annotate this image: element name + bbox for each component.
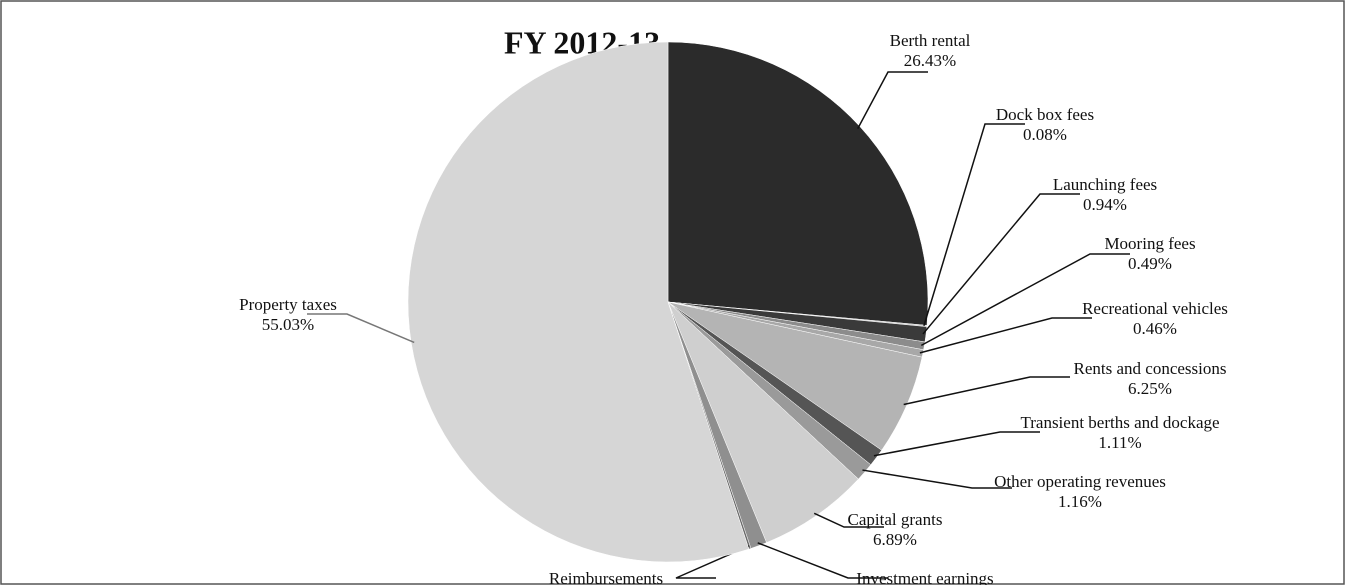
pie-slice	[407, 41, 750, 563]
leader-line	[922, 193, 1080, 335]
leader-line	[857, 71, 928, 129]
slice-value-label: 0.49%	[1128, 254, 1172, 273]
leader-line	[920, 253, 1130, 347]
leader-line	[873, 431, 1040, 457]
slice-label: Berth rental	[890, 31, 971, 50]
pie-slice	[667, 41, 929, 326]
slice-label: Other operating revenues	[994, 472, 1166, 491]
slice-value-label: 6.89%	[873, 530, 917, 549]
slice-value-label: 6.25%	[1128, 379, 1172, 398]
slice-label: Property taxes	[239, 295, 337, 314]
slice-label: Launching fees	[1053, 175, 1157, 194]
leader-line	[813, 512, 884, 528]
slice-label: Reimbursements	[549, 569, 663, 585]
slice-label: Transient berths and dockage	[1020, 413, 1219, 432]
leader-line	[757, 542, 888, 579]
slice-label: Dock box fees	[996, 105, 1094, 124]
slice-label: Rents and concessions	[1074, 359, 1227, 378]
slice-label: Capital grants	[848, 510, 943, 529]
slice-value-label: 0.08%	[1023, 125, 1067, 144]
leader-line	[307, 313, 415, 344]
slice-value-label: 0.46%	[1133, 319, 1177, 338]
leader-line	[903, 376, 1070, 406]
slice-label: Mooring fees	[1104, 234, 1195, 253]
slice-value-label: 1.11%	[1098, 433, 1141, 452]
slice-label: Recreational vehicles	[1082, 299, 1228, 318]
slice-value-label: 0.94%	[1083, 195, 1127, 214]
slice-value-label: 26.43%	[904, 51, 956, 70]
slice-label: Investment earnings	[856, 569, 993, 585]
pie-slice	[667, 301, 859, 543]
slice-value-label: 1.16%	[1058, 492, 1102, 511]
leader-line	[862, 469, 1012, 489]
slice-value-label: 55.03%	[262, 315, 314, 334]
leader-line	[923, 123, 1025, 326]
leader-line	[919, 317, 1092, 354]
leader-line	[675, 545, 750, 579]
